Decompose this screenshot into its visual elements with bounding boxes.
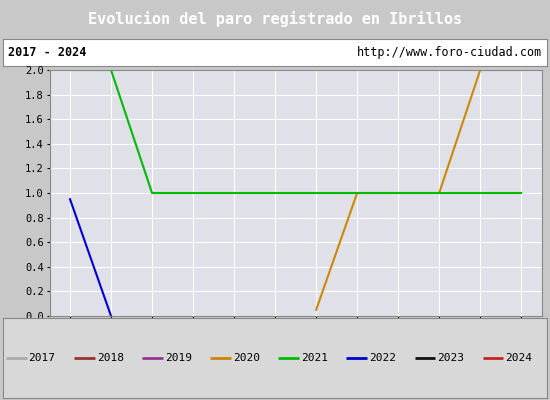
Text: 2021: 2021	[301, 353, 328, 363]
Text: Evolucion del paro registrado en Ibrillos: Evolucion del paro registrado en Ibrillo…	[88, 11, 462, 27]
Text: 2017 - 2024: 2017 - 2024	[8, 46, 86, 59]
Text: 2018: 2018	[97, 353, 124, 363]
Text: 2020: 2020	[233, 353, 260, 363]
Text: 2017: 2017	[29, 353, 56, 363]
Text: 2019: 2019	[165, 353, 192, 363]
Text: 2023: 2023	[437, 353, 464, 363]
Text: 2022: 2022	[369, 353, 396, 363]
Text: 2024: 2024	[505, 353, 532, 363]
Text: http://www.foro-ciudad.com: http://www.foro-ciudad.com	[356, 46, 542, 59]
